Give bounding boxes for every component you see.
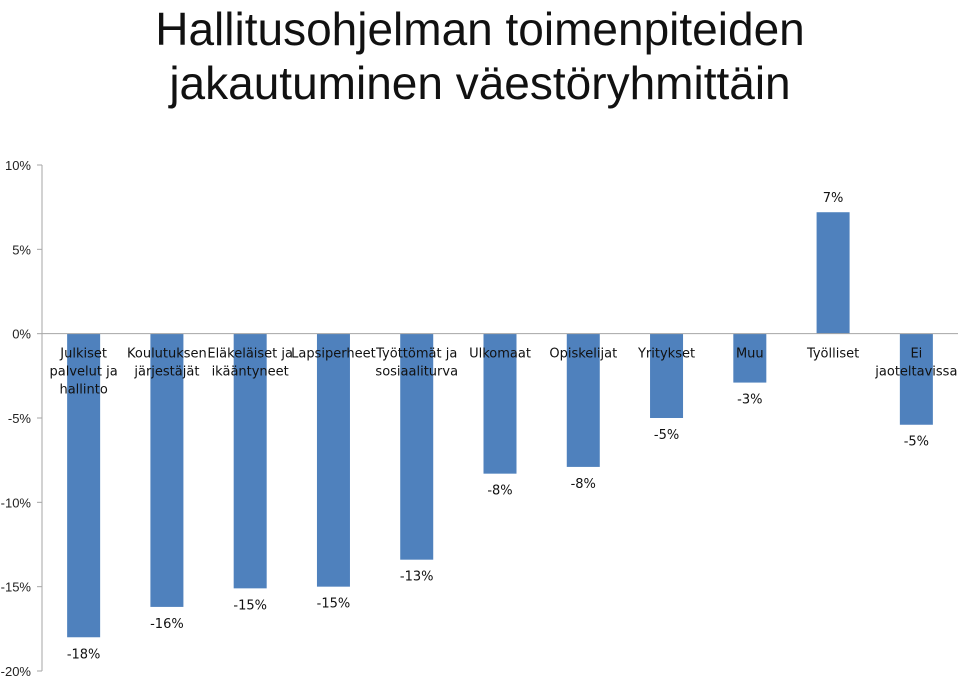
y-tick-label: -15% [1, 580, 32, 595]
category-label: Ei jaoteltavissa [874, 347, 957, 380]
bar [733, 333, 767, 383]
category-label: Muu [736, 347, 764, 362]
category-label: Opiskelijat [549, 347, 617, 362]
bar [483, 333, 517, 474]
bar [150, 333, 184, 607]
category-label: Työttömät ja sosiaaliturva [375, 347, 458, 380]
data-label: -8% [487, 484, 512, 499]
chart-title-line-2: jakautuminen väestöryhmittäin [169, 57, 791, 110]
bar [816, 212, 850, 334]
category-label: Ulkomaat [469, 347, 531, 362]
chart-title: Hallitusohjelman toimenpiteiden jakautum… [0, 0, 960, 111]
y-tick-label: -20% [1, 664, 32, 679]
bar [650, 333, 684, 418]
y-tick-label: 0% [12, 327, 31, 342]
category-label: Yritykset [637, 347, 695, 362]
data-label: 7% [823, 191, 844, 206]
y-tick-label: -10% [1, 495, 32, 510]
data-label: -5% [904, 435, 929, 450]
y-tick-label: 5% [12, 242, 31, 257]
y-tick-label: 10% [5, 158, 31, 173]
data-label: -5% [654, 428, 679, 443]
data-label: -3% [737, 393, 762, 408]
data-label: -13% [400, 570, 434, 585]
data-label: -18% [67, 647, 101, 662]
data-label: -15% [317, 597, 351, 612]
category-label: Julkiset palvelut ja hallinto [50, 347, 118, 398]
data-label: -8% [571, 477, 596, 492]
bar [899, 333, 933, 425]
data-label: -16% [150, 617, 184, 632]
chart-title-line-1: Hallitusohjelman toimenpiteiden [155, 3, 805, 55]
bar [400, 333, 434, 560]
bar [316, 333, 350, 587]
category-label: Koulutuksen järjestäjät [127, 347, 207, 380]
data-label: -15% [233, 598, 267, 613]
category-label: Työlliset [806, 347, 859, 362]
bar [566, 333, 600, 467]
category-label: Eläkeläiset ja ikääntyneet [207, 347, 293, 380]
bar [233, 333, 267, 589]
category-label: Lapsiperheet [291, 347, 376, 362]
y-tick-label: -5% [8, 411, 32, 426]
bar [67, 333, 101, 638]
